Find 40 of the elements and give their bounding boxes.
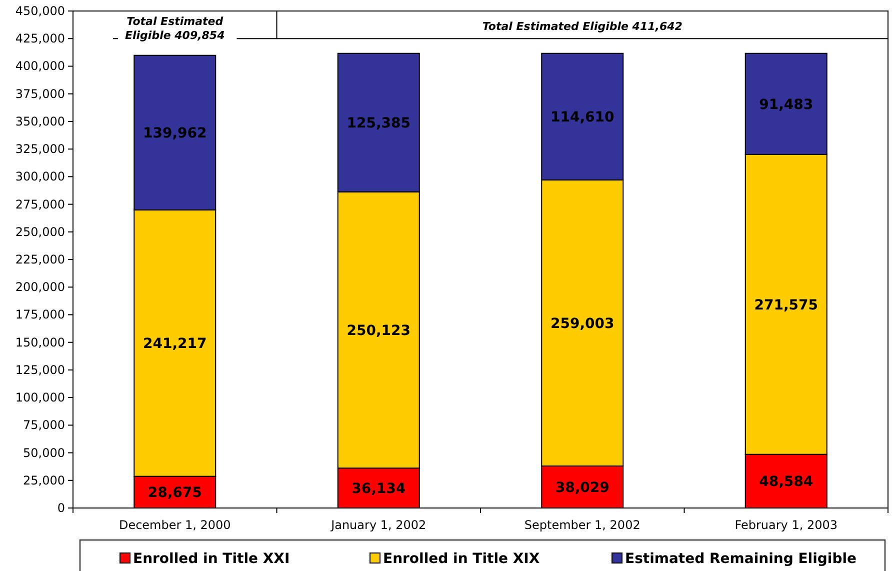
data-label: 48,584 bbox=[759, 474, 814, 490]
data-label: 139,962 bbox=[142, 126, 207, 142]
data-label: 250,123 bbox=[346, 322, 411, 339]
y-tick-label: 275,000 bbox=[15, 197, 65, 212]
y-tick-label: 350,000 bbox=[15, 114, 65, 128]
data-label: 241,217 bbox=[142, 336, 207, 352]
y-tick-label: 0 bbox=[57, 501, 65, 515]
y-tick-label: 125,000 bbox=[15, 362, 65, 377]
x-tick-label: January 1, 2002 bbox=[330, 518, 426, 532]
legend-label: Estimated Remaining Eligible bbox=[625, 551, 857, 567]
legend-label: Enrolled in Title XXI bbox=[133, 551, 290, 567]
y-tick-label: 150,000 bbox=[15, 335, 65, 350]
data-label: 259,003 bbox=[550, 316, 614, 332]
x-tick-label: September 1, 2002 bbox=[524, 518, 640, 532]
data-label: 114,610 bbox=[550, 110, 615, 126]
data-label: 38,029 bbox=[555, 480, 610, 496]
data-label: 271,575 bbox=[754, 297, 818, 314]
y-tick-label: 225,000 bbox=[15, 252, 65, 266]
y-tick-label: 450,000 bbox=[15, 4, 65, 18]
data-label: 28,675 bbox=[148, 485, 202, 502]
y-tick-label: 250,000 bbox=[15, 224, 65, 239]
x-tick-label: February 1, 2003 bbox=[734, 518, 838, 532]
y-tick-label: 325,000 bbox=[15, 142, 65, 156]
data-label: 91,483 bbox=[759, 96, 814, 113]
y-tick-label: 25,000 bbox=[23, 473, 65, 488]
y-tick-label: 100,000 bbox=[15, 390, 65, 405]
annotation: Total Estimated Eligible 409,854 bbox=[125, 15, 225, 42]
y-tick-label: 425,000 bbox=[15, 32, 65, 46]
y-tick-label: 75,000 bbox=[23, 418, 65, 432]
y-tick-label: 375,000 bbox=[15, 86, 65, 101]
y-tick-label: 300,000 bbox=[15, 170, 65, 184]
y-tick-label: 400,000 bbox=[15, 59, 65, 74]
x-tick-label: December 1, 2000 bbox=[118, 518, 231, 532]
legend-label: Enrolled in Title XIX bbox=[383, 551, 540, 567]
y-tick-label: 175,000 bbox=[15, 308, 65, 322]
data-label: 36,134 bbox=[352, 481, 406, 498]
y-tick-label: 200,000 bbox=[15, 280, 65, 294]
annotation: Total Estimated Eligible 411,642 bbox=[482, 20, 683, 33]
data-label: 125,385 bbox=[346, 116, 411, 132]
y-tick-label: 50,000 bbox=[23, 446, 65, 460]
